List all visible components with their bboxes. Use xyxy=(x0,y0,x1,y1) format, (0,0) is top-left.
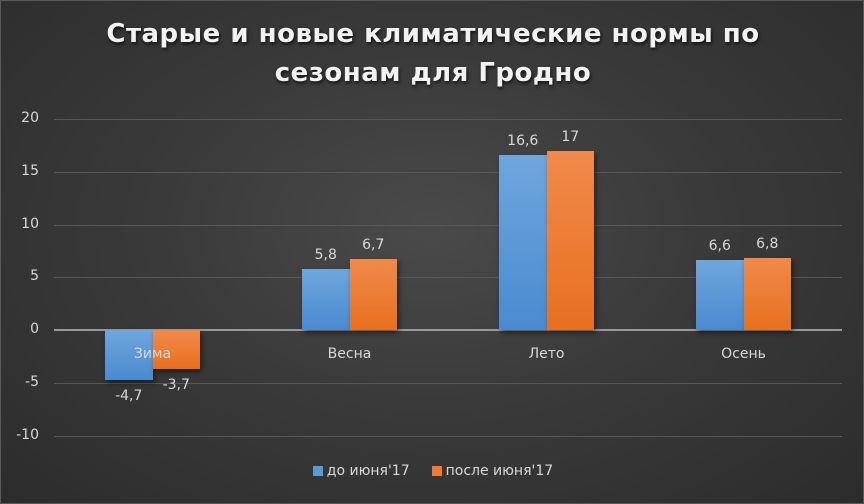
zero-axis-line xyxy=(54,329,842,331)
data-label: 6,8 xyxy=(756,236,779,253)
chart-title-line-1: Старые и новые климатические нормы по xyxy=(106,19,760,49)
legend-item-before[interactable]: до июня'17 xyxy=(312,463,410,479)
x-category-label: Весна xyxy=(327,346,372,362)
x-category-label: Зима xyxy=(133,346,172,362)
data-label: 6,6 xyxy=(708,238,731,255)
chart-title-line-2: сезонам для Гродно xyxy=(274,58,592,88)
y-tick-label: 15 xyxy=(21,162,39,179)
chart-title: Старые и новые климатические нормы по се… xyxy=(1,15,863,93)
x-category-label: Осень xyxy=(721,346,766,362)
gridline xyxy=(54,224,842,226)
legend-item-after[interactable]: после июня'17 xyxy=(431,463,554,479)
y-tick-label: 20 xyxy=(21,110,39,126)
gridline xyxy=(54,382,842,384)
bar-after-2 xyxy=(546,150,594,330)
legend-label: до июня'17 xyxy=(326,463,410,479)
y-tick-label: 10 xyxy=(21,215,39,232)
data-label: 16,6 xyxy=(507,132,539,149)
data-label: -4,7 xyxy=(115,387,143,404)
legend: до июня'17 после июня'17 xyxy=(1,463,863,479)
x-category-label: Лето xyxy=(528,346,565,362)
data-label: -3,7 xyxy=(162,377,190,394)
legend-swatch-icon xyxy=(431,466,442,476)
bar-after-1 xyxy=(349,259,397,330)
data-label: 5,8 xyxy=(314,246,337,263)
data-label: 17 xyxy=(561,128,580,145)
y-tick-label: -5 xyxy=(25,373,39,390)
data-label: 6,7 xyxy=(362,237,385,254)
y-tick-label: 5 xyxy=(30,268,39,285)
bar-after-0 xyxy=(152,330,200,370)
gridline xyxy=(54,277,842,279)
gridline xyxy=(54,119,842,120)
legend-label: после июня'17 xyxy=(445,463,554,479)
bar-before-1 xyxy=(302,268,350,330)
bar-before-2 xyxy=(499,154,547,330)
bar-before-0 xyxy=(105,330,153,380)
y-tick-label: 0 xyxy=(30,321,39,337)
bar-after-3 xyxy=(743,258,791,330)
y-tick-label: -10 xyxy=(16,426,39,443)
gridline xyxy=(54,435,842,437)
legend-swatch-icon xyxy=(312,466,323,476)
gridline xyxy=(54,171,842,173)
bar-before-3 xyxy=(696,260,744,330)
